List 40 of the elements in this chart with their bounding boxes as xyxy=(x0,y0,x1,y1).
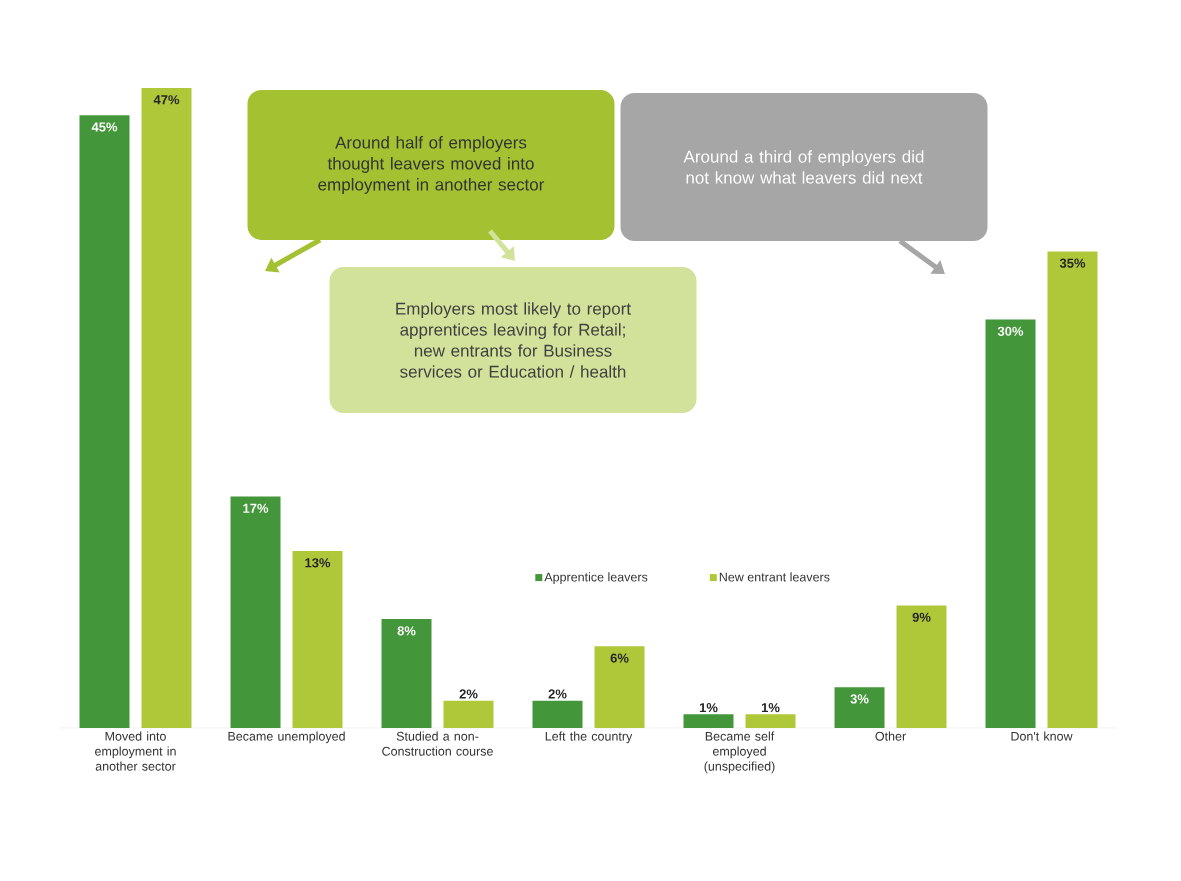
bar xyxy=(443,700,494,728)
legend-label: New entrant leavers xyxy=(719,572,830,582)
x-tick-label: Moved into employment in another sector xyxy=(95,731,176,771)
bar xyxy=(683,714,734,728)
bar xyxy=(381,619,432,728)
data-label: 2% xyxy=(548,689,567,699)
data-label: 45% xyxy=(91,122,118,132)
bar xyxy=(834,687,885,728)
annotation: Around a third of employers did not know what leavers did next xyxy=(683,150,924,184)
bar xyxy=(230,496,281,728)
data-label: 1% xyxy=(761,703,780,713)
x-tick-label: Left the country xyxy=(545,731,633,744)
data-label: 47% xyxy=(153,95,180,105)
data-label: 35% xyxy=(1059,258,1086,268)
bar xyxy=(532,700,583,728)
bar xyxy=(1047,251,1098,728)
data-label: 13% xyxy=(305,558,331,568)
data-label: 3% xyxy=(850,694,869,704)
bar xyxy=(594,646,645,728)
data-label: 1% xyxy=(699,703,718,713)
annotation: Employers most likely to report apprentices leaving for Retail; new entrants for Business services or Education / health xyxy=(396,302,631,378)
data-label: 8% xyxy=(397,626,416,636)
bar xyxy=(292,550,343,728)
annotation: Around half of employers thought leavers moved into employment in another sector xyxy=(318,136,545,194)
x-tick-label: Don't know xyxy=(1011,731,1073,741)
x-tick-label: Studied a non-Construction course xyxy=(382,731,493,756)
data-label: 17% xyxy=(243,503,269,513)
legend-label: Apprentice leavers xyxy=(544,572,648,584)
data-label: 9% xyxy=(912,612,931,622)
bar xyxy=(985,319,1036,728)
bar xyxy=(79,115,130,728)
data-label: 2% xyxy=(459,689,478,699)
x-tick-label: Became unemployed xyxy=(228,731,345,744)
bar xyxy=(141,87,192,728)
bar xyxy=(745,714,796,728)
bar xyxy=(896,605,947,728)
x-tick-label: Other xyxy=(875,731,906,741)
x-tick-label: Became self employed (unspecified) xyxy=(704,731,775,774)
data-label: 30% xyxy=(997,326,1024,336)
data-label: 6% xyxy=(610,653,629,663)
